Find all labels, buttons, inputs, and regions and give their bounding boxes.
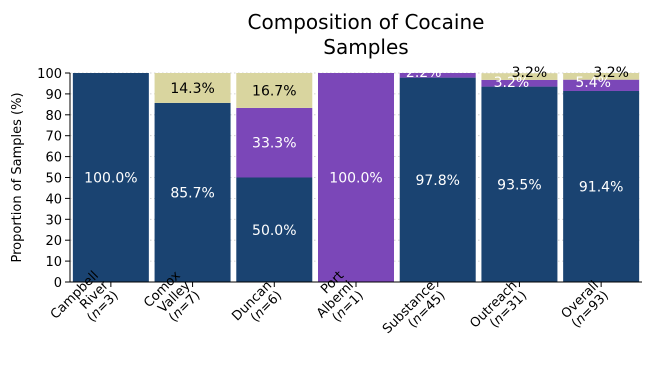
bar-segment (236, 107, 313, 178)
x-tick-label: Outreach(n=31) (467, 278, 530, 341)
bar-segment (399, 73, 476, 78)
y-tick-label: 60 (45, 151, 62, 166)
y-tick-label: 40 (45, 192, 62, 207)
data-label: 3.2% (512, 65, 548, 81)
y-tick-label: 10 (45, 255, 62, 270)
data-label: 91.4% (579, 179, 623, 195)
chart-title-line: Samples (323, 35, 408, 59)
bar-segment (236, 177, 313, 282)
bar-segment (563, 79, 640, 91)
x-tick-label: Substance(n=45) (380, 278, 449, 347)
data-label: 16.7% (252, 83, 296, 99)
y-tick-label: 90 (45, 88, 62, 103)
y-tick-label: 30 (45, 213, 62, 228)
y-tick-label: 20 (45, 234, 62, 249)
data-label: 100.0% (84, 171, 137, 187)
bar-segment (72, 73, 149, 282)
bars (72, 73, 640, 283)
bar-segment (481, 86, 558, 283)
bar-segment (318, 73, 394, 282)
data-label: 14.3% (170, 81, 214, 97)
x-tick-label: Duncan(n=6) (229, 278, 285, 334)
data-label: 50.0% (252, 223, 296, 239)
data-label: 33.3% (252, 136, 296, 152)
data-label: 3.2% (494, 75, 530, 91)
bar-segment (563, 90, 640, 282)
y-ticks: 0 10 20 30 40 50 60 70 80 90 100 (37, 67, 70, 291)
y-tick-label: 70 (45, 130, 62, 145)
bar-segment (481, 79, 558, 87)
data-label: 85.7% (170, 185, 214, 201)
bar-segment (481, 73, 558, 80)
data-label: 5.4% (575, 75, 611, 91)
data-label: 93.5% (497, 177, 541, 193)
bar-segment (154, 102, 231, 283)
bar-segment (236, 73, 313, 108)
data-labels: 100.0% 85.7% 50.0% 97.8% 93.5% 91.4% 33.3% 100.… (84, 65, 629, 239)
y-tick-label: 0 (54, 276, 62, 291)
bar-segment (563, 73, 640, 80)
data-label: 3.2% (593, 65, 629, 81)
y-axis-label: Proportion of Samples (%) (10, 92, 25, 262)
chart-title-line: Composition of Cocaine (248, 10, 485, 34)
x-tick-label: Overall(n=93) (559, 278, 612, 331)
bar-segment (399, 77, 476, 283)
data-label: 97.8% (415, 173, 459, 189)
y-tick-label: 100 (37, 67, 62, 82)
data-label: 100.0% (329, 171, 382, 187)
data-label: 2.2% (406, 65, 442, 81)
bar-segment (154, 73, 231, 103)
y-tick-label: 80 (45, 109, 62, 124)
y-tick-label: 50 (45, 172, 62, 187)
